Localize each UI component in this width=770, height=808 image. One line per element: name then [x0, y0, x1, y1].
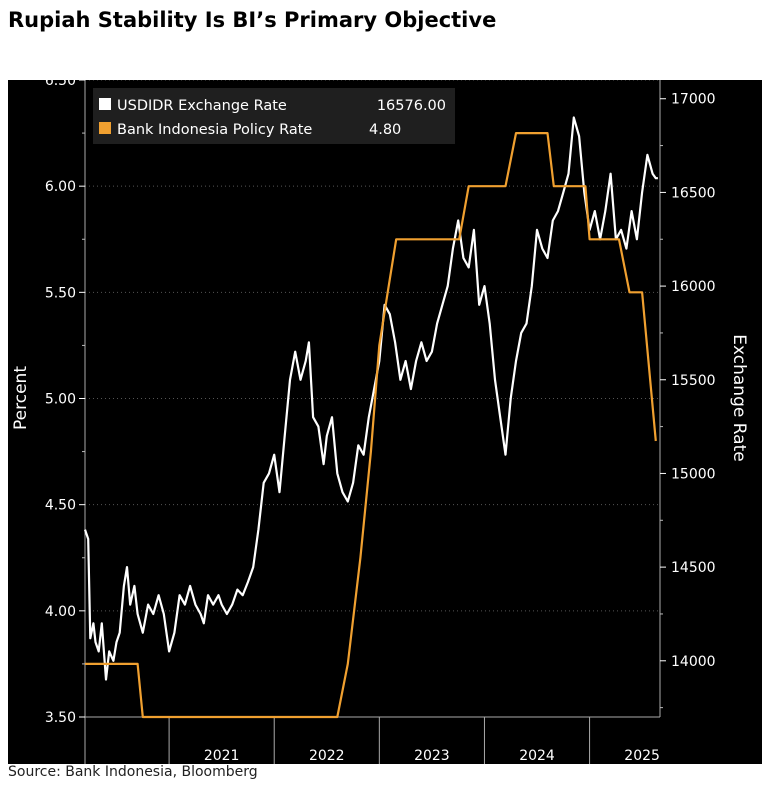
left-tick-label: 3.50: [45, 710, 76, 726]
legend-value: 16576.00: [377, 98, 446, 114]
legend: USDIDR Exchange Rate 16576.00 Bank Indones…: [93, 88, 455, 144]
legend-label: Bank Indonesia Policy Rate: [117, 122, 312, 138]
left-tick-label: 5.00: [45, 392, 76, 408]
right-tick-label: 17000: [671, 92, 716, 108]
left-tick-label: 6.00: [45, 179, 76, 195]
left-tick-label: 5.50: [45, 285, 76, 301]
legend-box: [93, 88, 455, 144]
x-tick-label: 2023: [414, 748, 450, 764]
right-tick-label: 15000: [671, 466, 716, 482]
right-tick-label: 15500: [671, 373, 716, 389]
legend-label: USDIDR Exchange Rate: [117, 98, 287, 114]
left-tick-label: 4.00: [45, 604, 76, 620]
y-axis-title-left: Percent: [11, 366, 31, 430]
policy-rate-line: [85, 132, 657, 719]
axes: 3.50 4.00 4.50 5.00 5.50 6.00 6.50 14000 14500 15…: [11, 80, 749, 764]
legend-swatch-policy-rate: [99, 122, 111, 134]
right-tick-label: 14000: [671, 654, 716, 670]
exchange-rate-line: [83, 116, 658, 681]
x-tick-label: 2022: [309, 748, 345, 764]
y-axis-title-right: Exchange Rate: [729, 334, 749, 461]
left-tick-label: 4.50: [45, 498, 76, 514]
right-tick-label: 16000: [671, 279, 716, 295]
left-tick-label: 6.50: [45, 80, 76, 89]
right-tick-label: 16500: [671, 185, 716, 201]
x-tick-label: 2024: [519, 748, 555, 764]
x-tick-label: 2021: [204, 748, 240, 764]
legend-swatch-exchange-rate: [99, 98, 111, 110]
series-lines: [83, 116, 658, 719]
right-tick-label: 14500: [671, 560, 716, 576]
chart-svg: 3.50 4.00 4.50 5.00 5.50 6.00 6.50 14000 14500 15…: [11, 80, 749, 764]
x-tick-label: 2025: [624, 748, 660, 764]
source-note: Source: Bank Indonesia, Bloomberg: [8, 764, 258, 780]
chart-panel: 3.50 4.00 4.50 5.00 5.50 6.00 6.50 14000 14500 15…: [8, 80, 762, 764]
legend-value: 4.80: [369, 122, 401, 138]
chart-title: Rupiah Stability Is BI’s Primary Objecti…: [8, 8, 497, 32]
